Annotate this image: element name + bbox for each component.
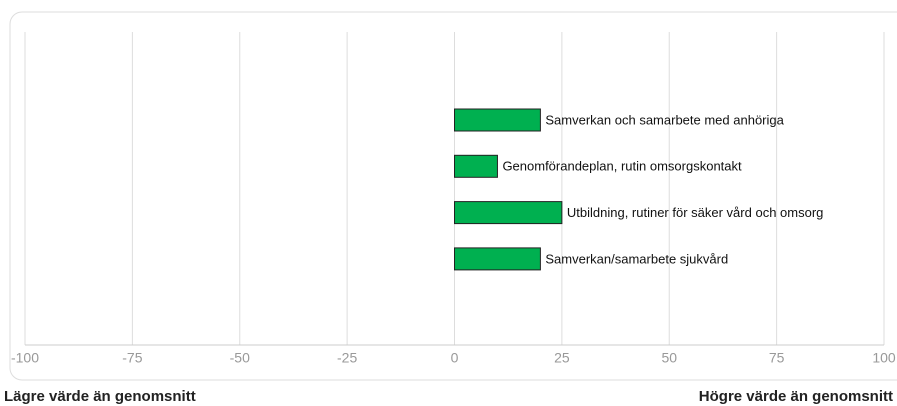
bar-label: Utbildning, rutiner för säker vård och o… <box>567 205 824 220</box>
bar <box>454 154 498 178</box>
x-tick-label: 0 <box>451 350 459 366</box>
x-tick-label: 25 <box>554 350 570 366</box>
x-tick-label: 50 <box>661 350 677 366</box>
bar-label: Samverkan/samarbete sjukvård <box>545 251 728 266</box>
x-tick-label: -75 <box>122 350 142 366</box>
card <box>9 11 897 381</box>
bar-label: Samverkan och samarbete med anhöriga <box>545 112 784 127</box>
x-tick-label: -100 <box>11 350 39 366</box>
bar <box>454 108 541 132</box>
bar <box>454 247 541 271</box>
x-tick-label: 75 <box>769 350 785 366</box>
annotation-right: Högre värde än genomsnitt <box>699 388 893 405</box>
x-tick-label: -25 <box>337 350 357 366</box>
x-tick-label: 100 <box>872 350 896 366</box>
x-tick-label: -50 <box>230 350 250 366</box>
bar <box>454 201 563 225</box>
annotation-left: Lägre värde än genomsnitt <box>4 388 196 405</box>
bar-label: Genomförandeplan, rutin omsorgskontakt <box>502 159 742 174</box>
